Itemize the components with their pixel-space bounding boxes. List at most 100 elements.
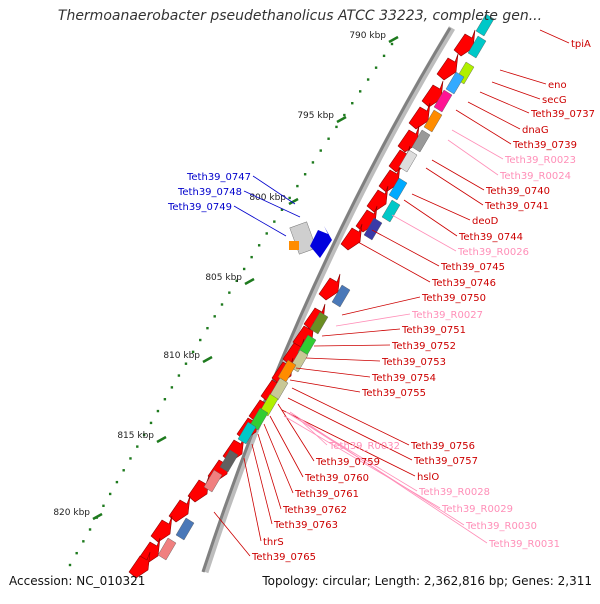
right-leader — [243, 457, 262, 542]
right-gene-label: Teth39_0754 — [371, 373, 436, 384]
gene-box — [157, 537, 177, 561]
right-gene-label: Teth39_0741 — [484, 201, 549, 212]
right-leader — [277, 403, 315, 462]
map-title: Thermoanaerobacter pseudethanolicus ATCC… — [57, 8, 543, 24]
topology-text: Topology: circular; Length: 2,362,816 bp… — [262, 574, 592, 588]
right-leader — [291, 387, 410, 446]
right-leader — [479, 91, 530, 114]
scale-tick-label: 815 kbp — [117, 431, 154, 441]
right-gene-label: Teth39_R0029 — [441, 504, 513, 515]
right-leader — [335, 313, 411, 327]
tick-dot — [366, 78, 370, 81]
tick-dot — [382, 54, 386, 58]
gene-box — [445, 71, 465, 95]
right-gene-label: Teth39_0763 — [273, 520, 338, 531]
gene-features — [128, 13, 495, 579]
gene-box — [203, 469, 223, 493]
right-gene-label: Teth39_0761 — [294, 489, 359, 500]
label-leader-lines — [213, 29, 570, 557]
right-gene-label: Teth39_R0023 — [504, 155, 576, 166]
right-leader — [321, 328, 401, 337]
gene-box — [381, 199, 401, 223]
gene-box — [411, 129, 431, 153]
forward-gene-arrow — [408, 102, 431, 130]
left-leader — [243, 190, 301, 218]
tick-dot — [311, 161, 315, 164]
tick-dot — [351, 102, 354, 105]
scale-tick-mark — [92, 512, 103, 521]
gene-0748 — [310, 226, 332, 258]
right-gene-label: Teth39_0762 — [282, 505, 347, 516]
right-leader — [499, 69, 547, 85]
right-gene-label: thrS — [263, 537, 284, 548]
tick-dot — [102, 504, 105, 507]
tick-dot — [319, 149, 322, 152]
gene-box — [237, 421, 257, 445]
tick-dot — [228, 291, 231, 294]
right-gene-label: dnaG — [522, 125, 549, 136]
tick-dot — [149, 421, 153, 425]
right-leader — [455, 109, 512, 145]
tick-dot — [358, 90, 362, 93]
right-leader — [425, 167, 484, 206]
right-gene-label: Teth39_0752 — [391, 341, 456, 352]
right-gene-label: Teth39_R0024 — [499, 171, 571, 182]
forward-gene-arrow — [128, 551, 151, 579]
right-gene-label: secG — [542, 95, 567, 106]
tick-dot — [390, 42, 394, 46]
accession-text: Accession: NC_010321 — [9, 574, 146, 588]
right-leader — [447, 139, 499, 176]
tick-dot — [265, 232, 268, 235]
left-leader — [252, 175, 296, 205]
right-gene-label: Teth39_0753 — [381, 357, 446, 368]
gene-box — [423, 109, 443, 133]
right-gene-label: Teth39_0745 — [440, 262, 505, 273]
gene-box — [363, 217, 383, 241]
forward-gene-arrow — [436, 53, 459, 81]
forward-gene-arrow — [187, 475, 210, 503]
right-gene-label: Teth39_R0031 — [488, 539, 560, 550]
right-gene-label: tpiA — [571, 39, 591, 50]
tick-dot — [142, 433, 146, 436]
tick-dot — [177, 374, 181, 377]
tick-dot — [75, 551, 78, 555]
right-leader — [451, 129, 504, 160]
gene-box — [309, 311, 329, 335]
forward-gene-arrow — [340, 223, 363, 251]
right-leader — [289, 379, 361, 393]
left-gene-label: Teth39_0747 — [186, 172, 251, 183]
forward-gene-arrow — [168, 495, 191, 523]
right-gene-label: Teth39_0760 — [304, 473, 369, 484]
tick-dot — [199, 338, 202, 342]
forward-gene-arrow — [453, 29, 476, 57]
right-leader — [357, 241, 431, 283]
scale-tick-label: 805 kbp — [205, 273, 242, 283]
right-leader — [305, 357, 381, 362]
right-gene-label: Teth39_0740 — [485, 186, 550, 197]
gene-box — [398, 149, 418, 173]
right-gene-label: Teth39_R0030 — [465, 521, 537, 532]
right-leader — [299, 419, 328, 446]
tick-dot — [88, 528, 92, 531]
scale-tick-label: 795 kbp — [297, 111, 334, 121]
right-leader — [269, 415, 304, 478]
tick-dot — [343, 113, 346, 117]
gene-box — [175, 517, 195, 541]
tick-dot — [257, 244, 261, 247]
backbone-arc — [201, 27, 452, 573]
tick-dot — [163, 398, 167, 401]
tick-dot — [273, 220, 276, 223]
tick-dot — [115, 480, 119, 484]
scale-tick-mark — [388, 35, 399, 44]
right-gene-label: Teth39_0755 — [361, 388, 426, 399]
scale-tick-mark — [156, 435, 167, 444]
forward-gene-arrow — [318, 273, 341, 301]
right-leader — [539, 29, 570, 44]
gene-box — [475, 13, 495, 37]
scale-tick-label: 810 kbp — [163, 351, 200, 361]
tick-dot — [327, 137, 330, 140]
forward-gene-arrow — [366, 185, 389, 213]
right-gene-label: Teth39_0756 — [410, 441, 475, 452]
left-gene-label: Teth39_0748 — [177, 187, 242, 198]
